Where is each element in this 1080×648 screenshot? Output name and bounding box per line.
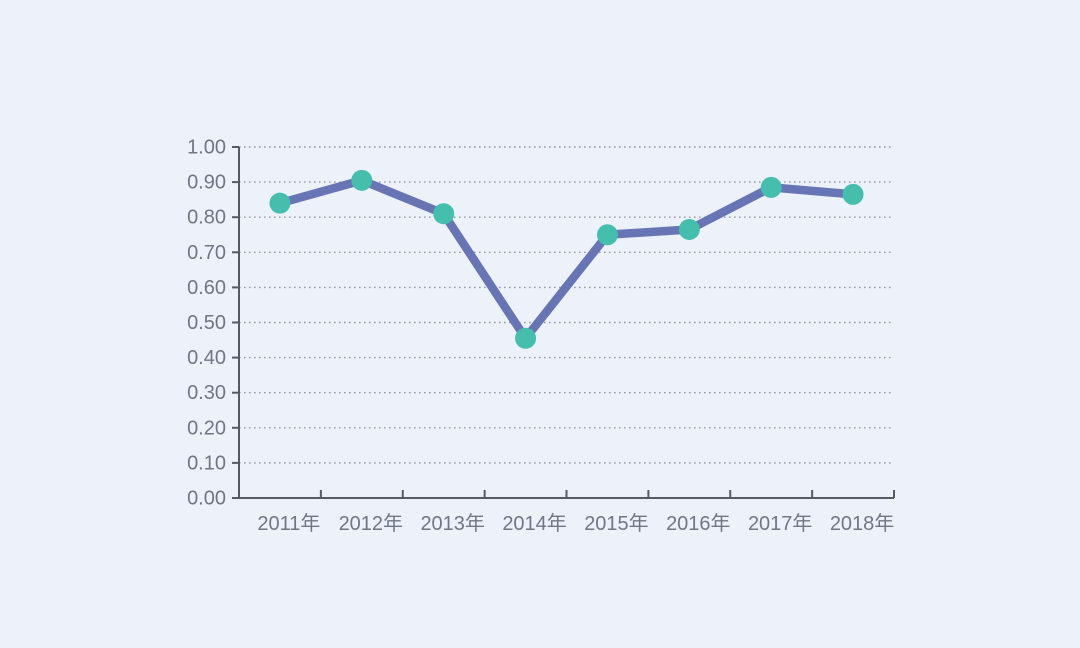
y-tick-label: 0.90 (187, 172, 226, 194)
x-tick-label: 2012年 (339, 512, 404, 535)
data-point-marker (351, 169, 373, 191)
y-tick-label: 0.70 (187, 242, 226, 264)
x-tick-label: 2013年 (420, 512, 485, 535)
data-point-marker (433, 203, 455, 225)
x-tick-label: 2017年 (748, 512, 813, 535)
y-tick-label: 0.00 (187, 488, 226, 510)
x-tick-label: 2018年 (830, 512, 895, 535)
data-point-marker (515, 327, 537, 349)
y-tick-label: 1.00 (187, 137, 226, 159)
y-tick-label: 0.60 (187, 277, 226, 299)
data-point-marker (596, 224, 618, 246)
data-point-marker (842, 183, 864, 205)
x-tick-label: 2016年 (666, 512, 731, 535)
x-tick-label: 2014年 (502, 512, 567, 535)
y-tick-label: 0.80 (187, 207, 226, 229)
series-line (275, 176, 858, 343)
x-tick-label: 2015年 (584, 512, 649, 535)
y-tick-label: 0.40 (187, 347, 226, 369)
y-tick-label: 0.30 (187, 382, 226, 404)
data-point-marker (678, 218, 700, 240)
data-point-marker (760, 176, 782, 198)
data-point-marker (269, 192, 291, 214)
x-tick-label: 2011年 (257, 512, 320, 535)
y-tick-label: 0.10 (187, 452, 226, 474)
y-tick-label: 0.20 (187, 417, 226, 439)
y-tick-label: 0.50 (187, 312, 226, 334)
